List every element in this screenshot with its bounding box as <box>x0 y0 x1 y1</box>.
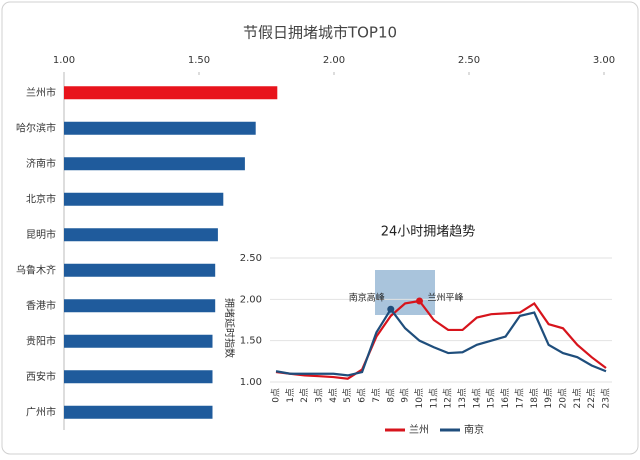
x-tick-label: 3点 <box>314 388 325 403</box>
x-tick-label: 1.50 <box>188 55 210 66</box>
x-tick-label: 10点 <box>414 388 425 408</box>
bar <box>64 121 256 135</box>
y-tick-label: 济南市 <box>26 157 56 170</box>
x-tick-label: 2.50 <box>458 55 480 66</box>
x-tick-label: 1.00 <box>53 55 75 66</box>
x-tick-label: 8点 <box>385 388 396 403</box>
bar <box>64 299 216 313</box>
x-tick-label: 2.00 <box>323 55 345 66</box>
legend-label: 南京 <box>464 423 484 436</box>
y-tick-label: 1.50 <box>240 336 262 347</box>
x-tick-label: 16点 <box>500 388 511 408</box>
bar <box>64 192 224 206</box>
x-tick-label: 21点 <box>572 388 583 408</box>
bar <box>64 86 278 100</box>
x-tick-label: 17点 <box>514 388 525 408</box>
bar <box>64 157 245 171</box>
annotation: 兰州平峰 <box>427 292 463 304</box>
x-tick-label: 4点 <box>328 388 339 403</box>
line <box>275 299 607 380</box>
y-tick-label: 哈尔滨市 <box>16 121 56 134</box>
bar <box>64 334 213 348</box>
x-tick-label: 9点 <box>400 388 411 403</box>
bar <box>64 228 218 242</box>
x-tick-label: 14点 <box>471 388 482 408</box>
y-tick-label: 乌鲁木齐 <box>16 263 56 276</box>
y-axis-label: 拥堵延时指数 <box>223 298 236 358</box>
x-tick-label: 23点 <box>601 388 612 408</box>
x-tick-label: 22点 <box>586 388 597 408</box>
x-tick-label: 12点 <box>443 388 454 408</box>
chart-title: 24小时拥堵趋势 <box>381 224 476 240</box>
bar <box>64 263 216 277</box>
y-tick-label: 北京市 <box>26 192 56 205</box>
x-tick-label: 6点 <box>357 388 368 403</box>
x-tick-label: 2点 <box>299 388 310 403</box>
y-tick-label: 兰州市 <box>26 86 56 99</box>
x-tick-label: 15点 <box>486 388 497 408</box>
legend-label: 兰州 <box>409 423 429 436</box>
y-tick-label: 广州市 <box>26 405 56 418</box>
peak-marker <box>415 297 423 305</box>
x-tick-label: 18点 <box>529 388 540 408</box>
y-tick-label: 贵阳市 <box>26 334 56 347</box>
bar <box>64 370 213 384</box>
x-tick-label: 3.00 <box>593 55 615 66</box>
y-tick-label: 西安市 <box>26 370 56 383</box>
x-tick-label: 19点 <box>543 388 554 408</box>
inset-bg <box>228 212 630 450</box>
y-tick-label: 1.00 <box>240 377 262 388</box>
y-tick-label: 2.00 <box>240 294 262 305</box>
x-tick-label: 11点 <box>428 388 439 408</box>
chart-title: 节假日拥堵城市TOP10 <box>243 24 397 42</box>
y-tick-label: 2.50 <box>240 253 262 264</box>
x-tick-label: 5点 <box>342 388 353 403</box>
x-tick-label: 20点 <box>557 388 568 408</box>
x-tick-label: 13点 <box>457 388 468 408</box>
x-tick-label: 0点 <box>271 388 282 403</box>
line <box>275 307 607 377</box>
x-tick-label: 1点 <box>285 388 296 403</box>
y-tick-label: 香港市 <box>26 299 56 312</box>
annotation: 南京高峰 <box>349 292 385 304</box>
peak-marker <box>387 305 395 313</box>
x-tick-label: 7点 <box>371 388 382 403</box>
bar <box>64 405 213 419</box>
y-tick-label: 昆明市 <box>26 228 56 241</box>
